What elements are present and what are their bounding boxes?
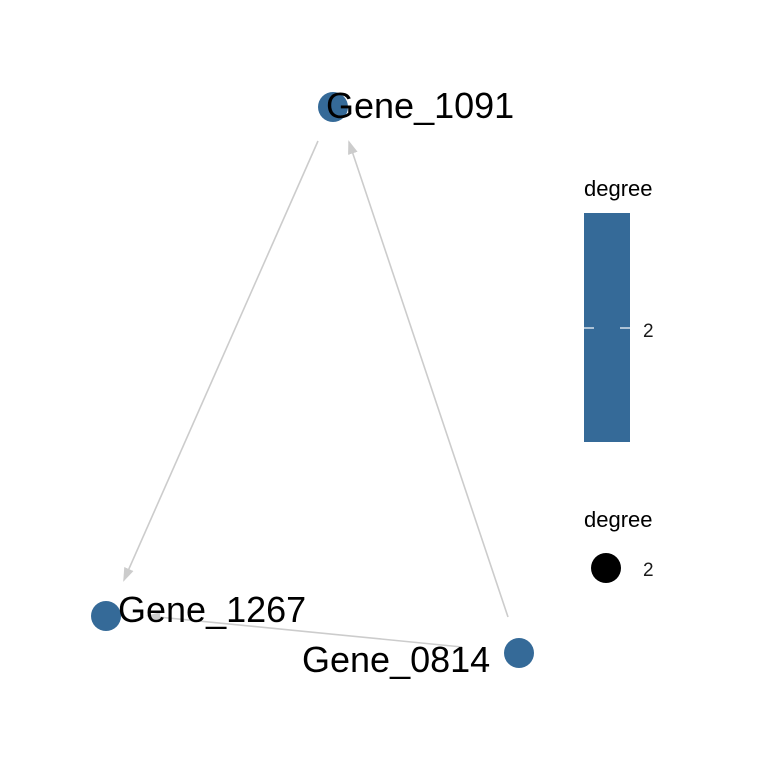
size-legend: degree 2 [584, 507, 654, 583]
node-gene_0814 [504, 638, 534, 668]
edge-gene_0814-to-gene_1267 [146, 612, 463, 648]
nodes-layer [91, 92, 534, 668]
node-gene_1091 [318, 92, 348, 122]
size-legend-point [591, 553, 621, 583]
color-legend-title: degree [584, 176, 653, 201]
edge-gene_1091-to-gene_1267 [123, 140, 319, 582]
size-legend-title: degree [584, 507, 653, 532]
color-legend: degree 2 [584, 176, 654, 442]
labels-layer: Gene_1091 Gene_1267 Gene_0814 [118, 85, 514, 680]
node-label-gene_0814: Gene_0814 [302, 639, 490, 680]
node-label-gene_1091: Gene_1091 [326, 85, 514, 126]
node-label-gene_1267: Gene_1267 [118, 589, 306, 630]
size-legend-label: 2 [643, 560, 654, 581]
edge-gene_0814-to-gene_1091 [348, 140, 509, 618]
edges-layer [123, 140, 509, 648]
node-gene_1267 [91, 601, 121, 631]
colorbar-tick-label: 2 [643, 321, 654, 342]
